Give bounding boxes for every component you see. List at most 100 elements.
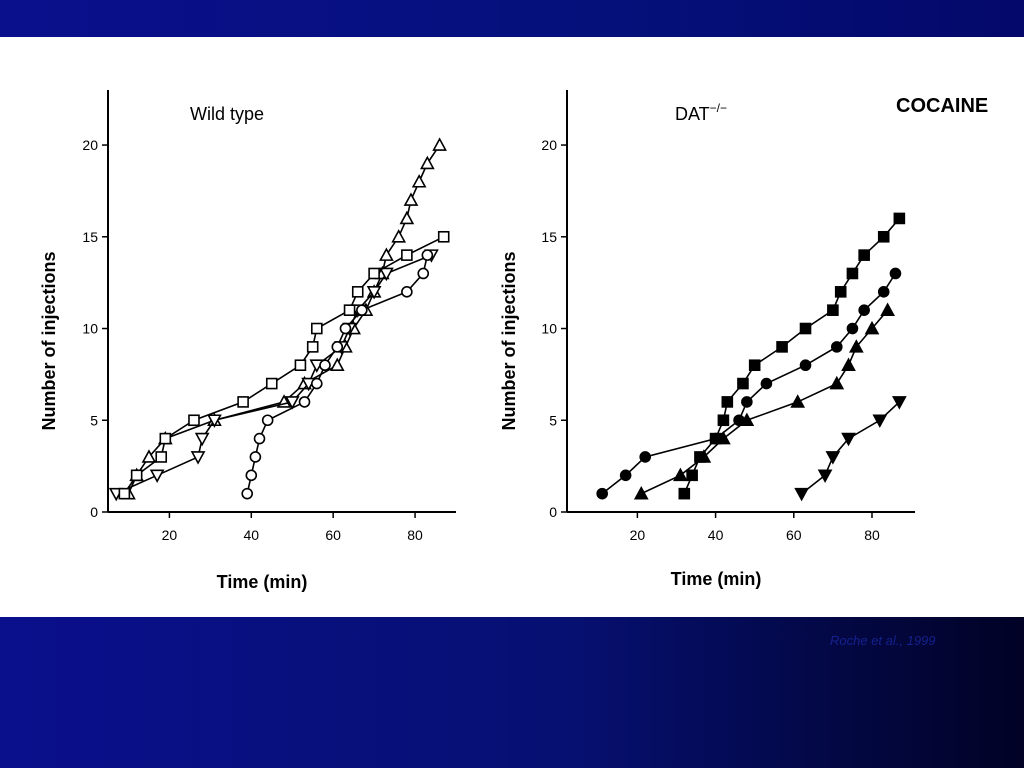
wt-data-point	[188, 414, 200, 427]
wt-series-triangle-up	[121, 137, 447, 500]
dat-data-point	[830, 341, 843, 353]
dat-data-point	[619, 469, 632, 482]
wt-series-circle	[241, 249, 434, 500]
wt-data-point	[294, 359, 307, 372]
dat-series-circle	[596, 267, 902, 500]
wt-panel-title: Wild type	[190, 104, 264, 124]
wt-y-tick-label: 10	[82, 321, 98, 337]
dat-panel-title: DAT−/−	[675, 101, 727, 124]
wt-data-point	[421, 249, 434, 261]
dat-y-tick-label: 10	[541, 321, 557, 337]
top-bar	[0, 0, 1024, 37]
dat-series-triangle-down	[794, 396, 907, 502]
dat-data-point	[877, 230, 890, 243]
dat-x-tick-label: 60	[786, 527, 802, 543]
wt-data-point	[411, 174, 427, 188]
dat-data-point	[739, 412, 755, 427]
wt-data-point	[432, 137, 447, 151]
wt-x-tick-label: 20	[162, 527, 178, 543]
dat-data-point	[678, 487, 691, 500]
wt-x-tick-label: 80	[407, 527, 423, 543]
wt-y-axis-label: Number of injections	[39, 251, 59, 430]
dat-data-point	[892, 396, 907, 410]
wt-data-point	[190, 451, 206, 465]
wt-data-point	[339, 322, 352, 335]
dat-data-point	[849, 339, 864, 353]
dat-data-point	[827, 304, 839, 316]
dat-series-triangle-up	[633, 302, 895, 500]
wt-x-tick-label: 60	[325, 527, 341, 543]
dat-y-tick-label: 5	[549, 412, 557, 428]
wt-y-tick-label: 20	[82, 137, 98, 153]
wt-data-point	[207, 414, 222, 428]
dat-data-point	[799, 359, 812, 372]
dat-y-tick-label: 15	[541, 229, 557, 245]
wt-data-point	[155, 451, 168, 463]
wt-chart: 0 5 10 15 20 20 40 60 80 Time (min) Number of inje…	[39, 90, 456, 592]
dat-data-point	[799, 322, 812, 335]
wt-data-point	[118, 487, 131, 500]
dat-data-point	[864, 320, 880, 335]
dat-x-tick-label: 80	[864, 527, 880, 543]
dat-data-point	[716, 430, 731, 445]
wt-y-tick-label: 15	[82, 229, 98, 245]
dat-x-tick-label: 20	[630, 527, 646, 543]
dat-data-point	[721, 396, 734, 408]
dat-data-point	[858, 249, 870, 261]
wt-data-point	[403, 192, 419, 206]
dat-data-point	[858, 304, 870, 316]
wt-data-point	[261, 414, 274, 427]
wt-y-tick-label: 5	[90, 412, 98, 428]
dat-data-point	[633, 485, 649, 500]
dat-data-point	[834, 286, 847, 298]
wt-data-point	[306, 341, 319, 353]
dat-data-point	[596, 487, 608, 500]
wt-data-point	[391, 229, 407, 243]
dat-data-point	[790, 394, 806, 408]
dat-data-point	[737, 377, 749, 390]
dat-data-point	[686, 469, 698, 482]
wt-data-point	[417, 267, 430, 280]
wt-data-point	[401, 286, 413, 298]
dat-data-point	[893, 212, 906, 225]
wt-data-point	[237, 396, 249, 408]
wt-data-point	[343, 304, 356, 316]
dat-data-point	[741, 396, 753, 408]
dat-x-axis-label: Time (min)	[671, 569, 762, 589]
dat-data-point	[829, 375, 845, 390]
wt-data-point	[401, 249, 413, 261]
dat-y-tick-label: 0	[549, 504, 557, 520]
wt-data-point	[141, 449, 157, 463]
dat-y-axis-label: Number of injections	[499, 251, 519, 430]
dat-data-point	[877, 286, 890, 298]
dat-data-point	[846, 267, 859, 280]
wt-series-line	[127, 144, 441, 494]
wt-data-point	[298, 396, 311, 408]
dat-x-tick-label: 40	[708, 527, 724, 543]
wt-data-point	[194, 432, 210, 447]
dat-data-point	[696, 449, 712, 463]
wt-series-line	[246, 254, 429, 494]
wt-data-point	[310, 322, 323, 335]
dat-data-point	[639, 451, 652, 463]
wt-data-point	[356, 304, 368, 316]
wt-data-point	[419, 155, 435, 170]
wt-data-point	[130, 469, 143, 482]
dat-data-point	[841, 432, 856, 447]
dat-data-point	[841, 357, 856, 372]
wt-data-point	[399, 210, 415, 225]
dat-data-point	[825, 451, 841, 465]
bottom-band	[0, 617, 1024, 768]
wt-series-square	[118, 230, 450, 500]
slide-title: COCAINE	[896, 95, 989, 117]
dat-data-point	[673, 467, 688, 482]
wt-data-point	[159, 432, 172, 445]
dat-data-point	[817, 469, 833, 483]
dat-panel-title-superscript: −/−	[710, 101, 727, 115]
dat-data-point	[748, 359, 761, 372]
wt-data-point	[329, 357, 345, 372]
dat-data-point	[776, 341, 788, 353]
citation: Roche et al., 1999	[830, 633, 936, 648]
dat-series-line	[640, 309, 889, 495]
